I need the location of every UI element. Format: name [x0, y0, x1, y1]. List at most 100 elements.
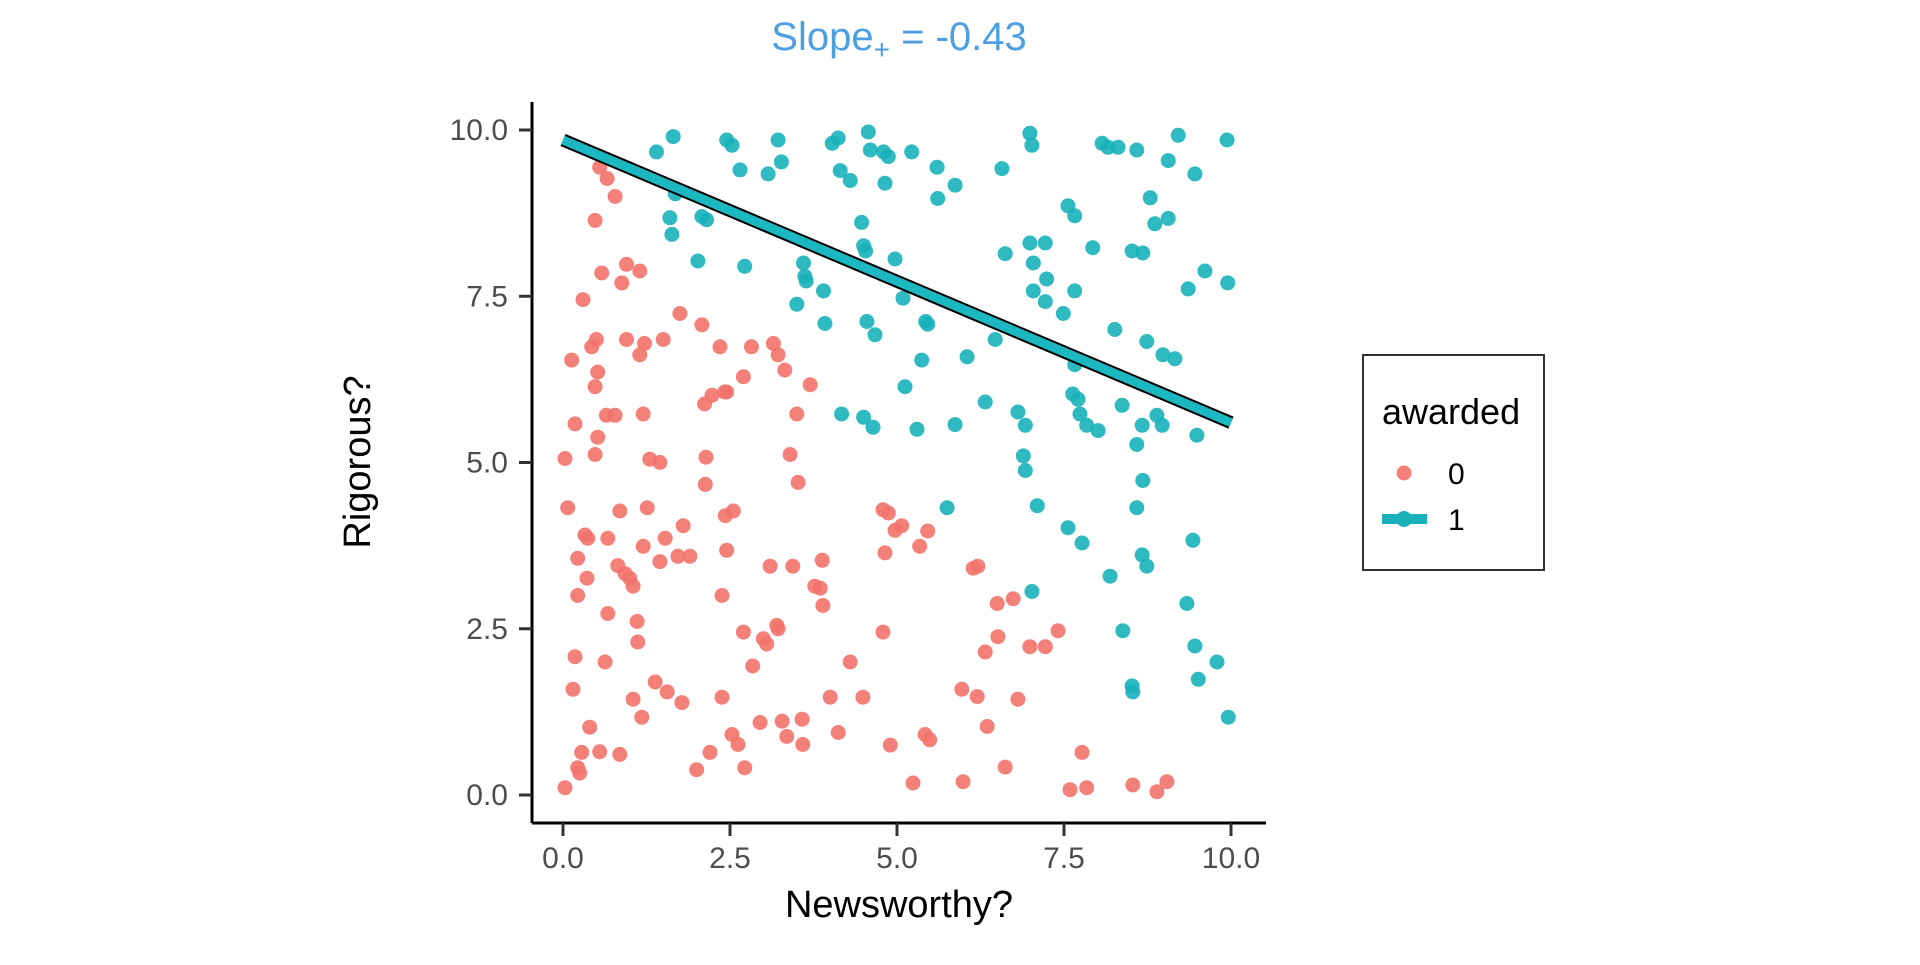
data-point-awarded-1 [1154, 417, 1170, 433]
plot-title-subscript: + [874, 34, 890, 65]
data-point-awarded-1 [1115, 623, 1131, 639]
data-point-awarded-1 [858, 243, 874, 259]
data-point-awarded-0 [655, 332, 671, 347]
data-point-awarded-0 [815, 598, 831, 613]
data-point-awarded-1 [887, 251, 903, 267]
data-point-awarded-1 [737, 258, 753, 274]
data-point-awarded-1 [1180, 281, 1196, 297]
data-point-awarded-0 [719, 542, 735, 558]
data-point-awarded-1 [1170, 127, 1186, 143]
data-point-awarded-0 [635, 538, 651, 554]
data-point-awarded-0 [1125, 777, 1141, 793]
data-point-awarded-0 [717, 384, 733, 400]
y-tick-label: 5.0 [466, 447, 508, 480]
data-point-awarded-1 [834, 406, 850, 422]
data-point-awarded-1 [662, 210, 678, 226]
data-point-awarded-0 [1062, 782, 1078, 798]
legend-title: awarded [1382, 391, 1520, 432]
data-point-awarded-1 [1110, 139, 1126, 155]
data-point-awarded-1 [1107, 322, 1123, 337]
data-point-awarded-1 [1090, 423, 1106, 439]
data-point-awarded-0 [612, 746, 628, 762]
data-point-awarded-1 [880, 149, 896, 165]
data-point-awarded-0 [625, 578, 641, 594]
data-point-awarded-0 [770, 621, 786, 637]
data-point-awarded-0 [814, 552, 830, 568]
data-point-awarded-0 [954, 681, 970, 697]
data-point-awarded-1 [1060, 520, 1076, 536]
data-point-awarded-1 [909, 421, 925, 437]
data-point-awarded-1 [664, 226, 680, 242]
data-point-awarded-1 [939, 500, 955, 516]
data-point-awarded-0 [1022, 639, 1038, 655]
data-point-awarded-1 [1129, 500, 1145, 516]
data-point-awarded-1 [1017, 463, 1033, 478]
data-point-awarded-1 [1134, 417, 1150, 433]
data-point-awarded-0 [1037, 639, 1053, 655]
data-point-awarded-0 [882, 737, 898, 753]
data-point-awarded-1 [856, 409, 872, 425]
data-point-awarded-0 [779, 729, 795, 744]
data-point-awarded-0 [855, 689, 871, 705]
data-point-awarded-1 [1135, 245, 1151, 261]
data-point-awarded-1 [1160, 210, 1176, 226]
data-point-awarded-1 [732, 162, 748, 178]
data-point-awarded-0 [737, 760, 753, 776]
data-point-awarded-1 [877, 175, 893, 191]
data-point-awarded-0 [712, 339, 728, 355]
data-point-awarded-0 [652, 554, 668, 570]
data-point-awarded-1 [1220, 709, 1236, 725]
y-tick-label: 0.0 [466, 779, 508, 812]
data-point-awarded-0 [725, 503, 741, 519]
data-point-awarded-0 [745, 658, 761, 674]
legend-border [1362, 354, 1545, 571]
data-point-awarded-0 [970, 558, 986, 574]
data-point-awarded-1 [930, 191, 946, 206]
data-point-awarded-0 [1005, 591, 1021, 607]
data-point-awarded-0 [607, 407, 623, 423]
data-point-awarded-0 [955, 774, 971, 790]
data-point-awarded-0 [880, 505, 896, 521]
data-point-awarded-1 [1025, 283, 1041, 299]
data-point-awarded-1 [789, 296, 805, 312]
data-point-awarded-0 [694, 317, 710, 333]
x-axis-title: Newsworthy? [785, 884, 1013, 926]
legend: awarded 0 1 [1362, 354, 1545, 571]
data-point-awarded-0 [672, 306, 688, 321]
data-point-awarded-0 [759, 636, 775, 652]
data-point-awarded-1 [724, 137, 740, 153]
data-point-awarded-1 [1025, 255, 1041, 271]
data-point-awarded-0 [877, 545, 893, 561]
data-point-awarded-0 [802, 377, 818, 393]
data-point-awarded-0 [630, 634, 646, 650]
data-point-awarded-1 [1067, 208, 1083, 224]
x-axis-ticks: 0.0 2.5 5.0 7.5 10.0 [542, 823, 1260, 875]
data-point-awarded-0 [625, 691, 641, 707]
data-point-awarded-0 [920, 523, 936, 539]
data-point-awarded-1 [690, 253, 706, 269]
data-point-awarded-0 [752, 715, 768, 730]
data-point-awarded-1 [959, 349, 975, 365]
data-point-awarded-1 [1190, 671, 1206, 687]
data-point-awarded-0 [632, 263, 648, 279]
data-point-awarded-0 [697, 476, 713, 492]
data-point-awarded-0 [652, 455, 668, 470]
data-point-awarded-0 [894, 518, 910, 534]
data-point-awarded-0 [704, 387, 720, 403]
data-point-awarded-0 [587, 379, 603, 395]
data-point-awarded-1 [1022, 125, 1038, 141]
data-point-awarded-1 [770, 132, 786, 148]
plot-title-prefix: Slope [771, 15, 873, 59]
data-point-awarded-0 [565, 681, 581, 697]
data-point-awarded-0 [689, 762, 705, 778]
data-point-awarded-1 [1055, 306, 1071, 321]
data-point-awarded-1 [1220, 275, 1236, 291]
data-point-awarded-0 [590, 429, 606, 445]
data-point-awarded-0 [905, 775, 921, 791]
data-point-awarded-0 [670, 548, 686, 564]
data-point-awarded-0 [657, 530, 673, 546]
data-point-awarded-0 [743, 339, 759, 355]
data-point-awarded-0 [587, 212, 603, 228]
data-point-awarded-1 [860, 124, 876, 140]
data-point-awarded-1 [1072, 406, 1088, 422]
